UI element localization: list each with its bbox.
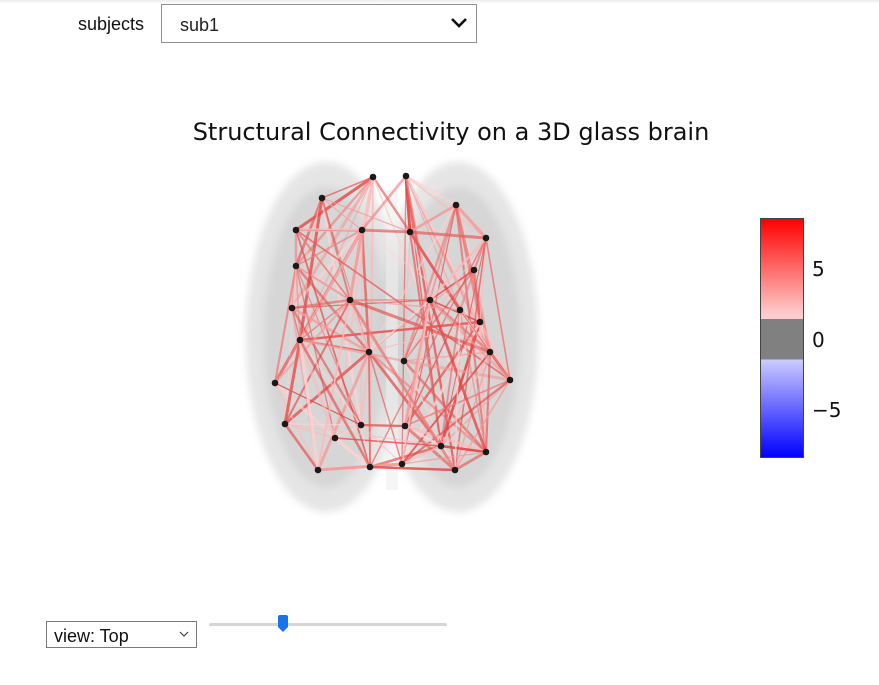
brain-node [470, 266, 478, 274]
brain-node [369, 173, 377, 181]
brain-node [406, 228, 414, 236]
brain-node [476, 318, 484, 326]
brain-node [437, 442, 445, 450]
colorbar-tick-minus-5: −5 [812, 398, 842, 422]
brain-node [357, 421, 365, 429]
brain-node [506, 376, 514, 384]
brain-node [451, 466, 459, 474]
brain-node [401, 422, 409, 430]
brain-node [288, 304, 296, 312]
brain-node [400, 357, 408, 365]
brain-node [486, 348, 494, 356]
slider-thumb[interactable] [277, 615, 288, 632]
colorbar-tick-0: 0 [812, 328, 825, 352]
brain-node [358, 226, 366, 234]
slider-track[interactable] [209, 623, 447, 626]
view-dropdown[interactable]: view: Top [46, 621, 197, 648]
brain-node [482, 234, 490, 242]
chevron-down-icon [179, 631, 189, 637]
subjects-selected-value: sub1 [180, 15, 220, 35]
brain-node [318, 194, 326, 202]
brain-node [271, 379, 279, 387]
brain-node [426, 296, 434, 304]
brain-node [346, 296, 354, 304]
brain-node [292, 262, 300, 270]
view-selected-value: view: Top [54, 626, 129, 646]
brain-node [281, 420, 289, 428]
brain-node [292, 226, 300, 234]
colorbar [760, 218, 804, 458]
plot-title: Structural Connectivity on a 3D glass br… [192, 118, 710, 146]
brain-node [456, 306, 464, 314]
brain-node [296, 336, 304, 344]
brain-node [452, 201, 460, 209]
connectivity-edges [273, 174, 512, 472]
brain-node [366, 463, 374, 471]
brain-node [398, 460, 406, 468]
brain-nodes [271, 172, 514, 474]
top-shadow [0, 0, 879, 4]
brain-node [331, 434, 339, 442]
colorbar-tick-5: 5 [812, 257, 825, 281]
brain-node [482, 448, 490, 456]
subjects-dropdown[interactable]: sub1 [161, 4, 477, 43]
chevron-down-icon [451, 18, 467, 28]
brain-node [314, 466, 322, 474]
subjects-label: subjects [78, 14, 145, 34]
brain-node [402, 172, 410, 180]
brain-node [365, 348, 373, 356]
